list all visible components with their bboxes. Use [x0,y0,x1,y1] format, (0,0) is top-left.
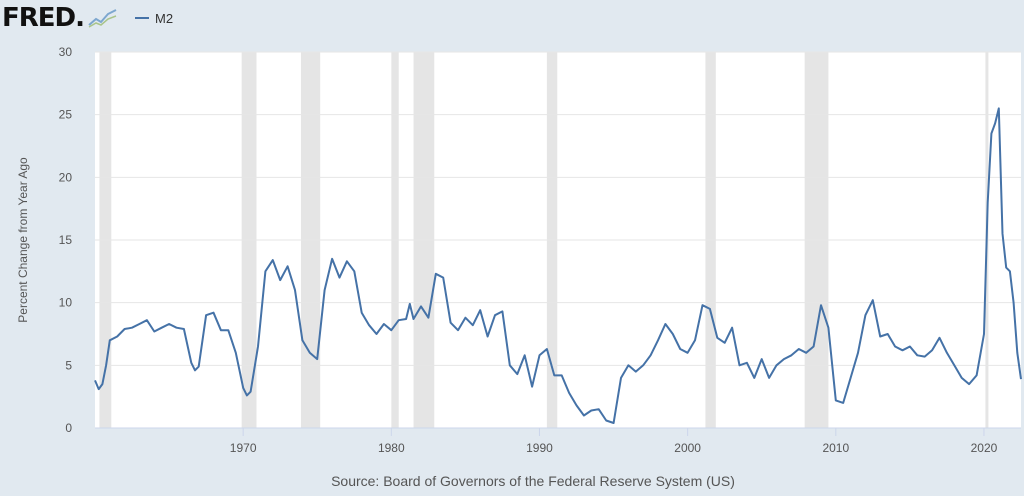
fred-logo-text: FRED [2,3,76,33]
legend-label-m2: M2 [155,10,174,26]
x-tick-label-1990: 1990 [526,441,553,455]
y-tick-label-25: 25 [59,108,73,122]
x-tick-label-1980: 1980 [378,441,405,455]
fred-graph-icon [87,7,120,29]
y-tick-label-20: 20 [59,170,73,184]
x-tick-label-2000: 2000 [674,441,701,455]
source-note: Source: Board of Governors of the Federa… [331,473,735,489]
x-axis-ticks: 1970 1980 1990 2000 2010 2020 [230,428,998,455]
chart-legend[interactable]: M2 [135,11,173,26]
y-tick-label-0: 0 [65,421,72,435]
x-tick-label-1970: 1970 [230,441,257,455]
y-tick-label-10: 10 [59,296,73,310]
y-tick-label-5: 5 [65,358,72,372]
chart-header: FRED. M2 [0,0,400,36]
y-tick-label-15: 15 [59,233,73,247]
fred-logo[interactable]: FRED. [2,3,85,33]
y-axis-title: Percent Change from Year Ago [16,157,30,323]
gridlines [95,51,1021,429]
y-tick-label-30: 30 [59,45,73,59]
y-axis-ticks: 0 5 10 15 20 25 30 [59,45,73,435]
fred-logo-registered: . [75,3,85,33]
legend-swatch-m2 [135,17,150,19]
series-line-m2[interactable] [94,107,1022,424]
x-tick-label-2010: 2010 [822,441,849,455]
x-tick-label-2020: 2020 [971,441,998,455]
